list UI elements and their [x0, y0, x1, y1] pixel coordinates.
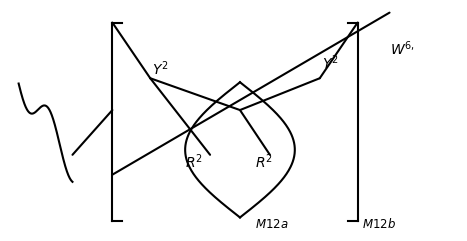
- Text: $R^2$: $R^2$: [185, 153, 203, 171]
- Text: $R^2$: $R^2$: [255, 153, 273, 171]
- Text: $M12a$: $M12a$: [255, 218, 289, 231]
- Text: $Y^2$: $Y^2$: [152, 59, 169, 78]
- Text: $Y^2$: $Y^2$: [322, 53, 339, 72]
- Text: $M12b$: $M12b$: [361, 217, 396, 231]
- Text: $W^{6,}$: $W^{6,}$: [389, 39, 415, 58]
